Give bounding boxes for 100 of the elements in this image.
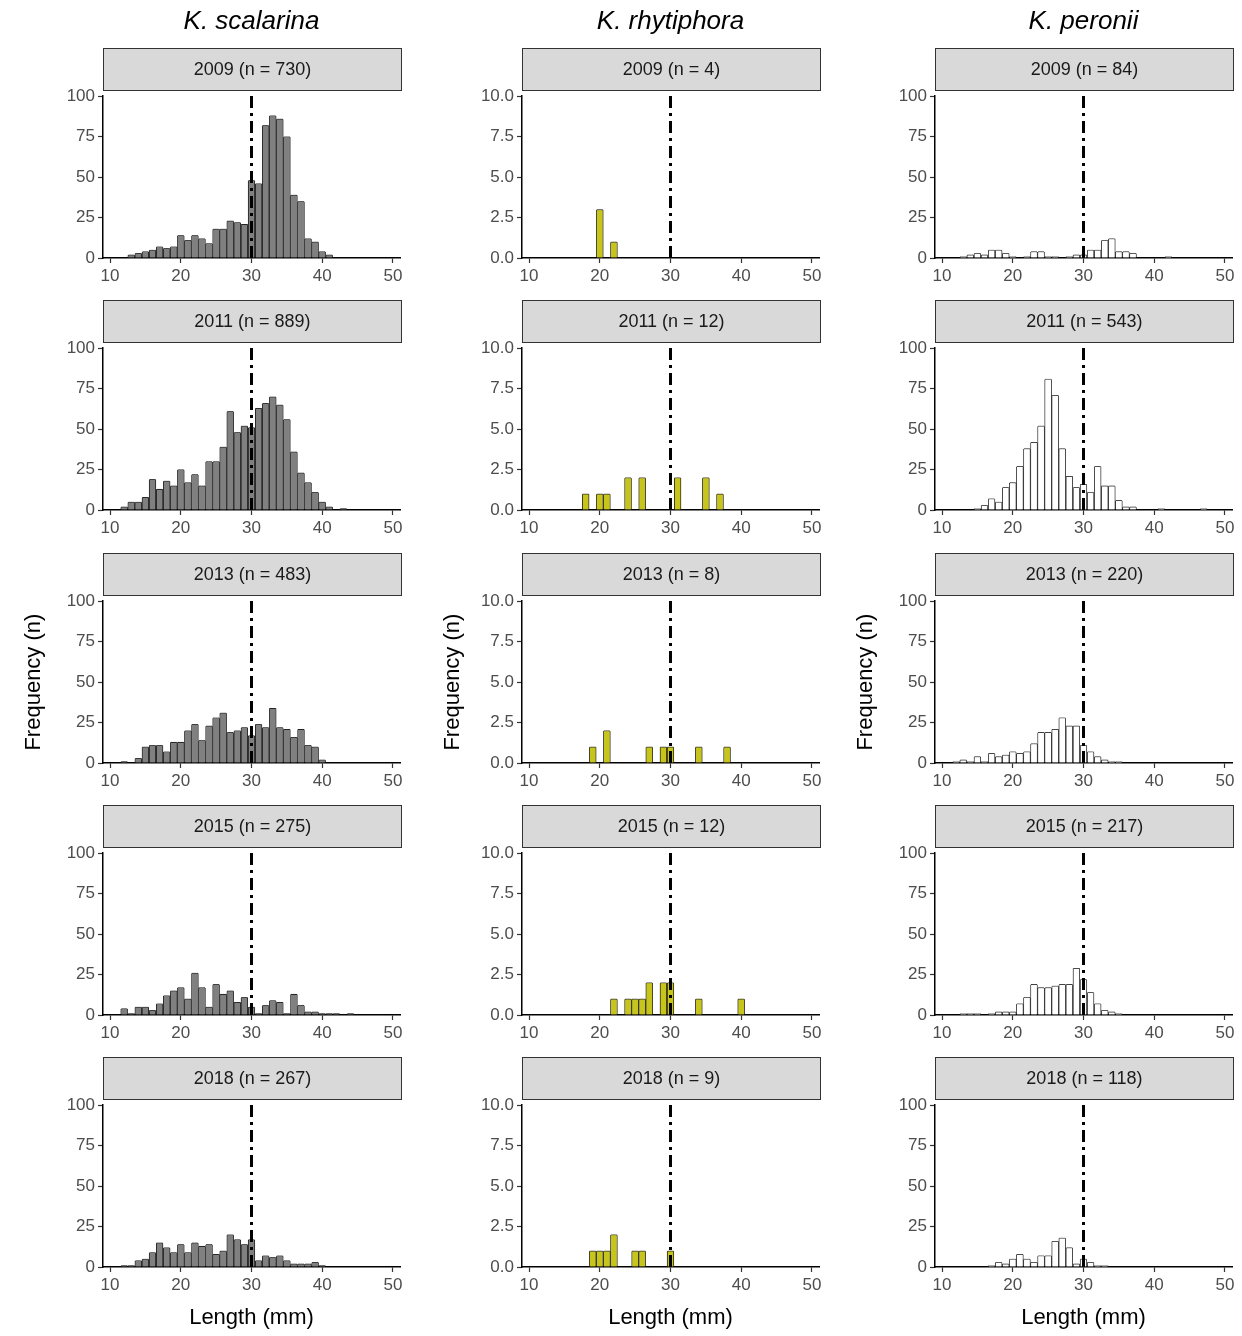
y-tick-label: 25	[76, 964, 95, 984]
chart-subtitle: 2018 (n = 267)	[103, 1057, 402, 1100]
x-tick-label: 40	[731, 1022, 751, 1042]
x-tick-label: 30	[1074, 1022, 1093, 1042]
x-tick-label: 50	[383, 265, 403, 285]
y-tick-label: 0.0	[490, 752, 514, 772]
chart-subtitle: 2018 (n = 9)	[522, 1057, 821, 1100]
x-tick-label: 50	[1215, 265, 1235, 285]
chart-subtitle: 2015 (n = 217)	[935, 805, 1234, 848]
y-axis-title: Frequency (n)	[20, 613, 46, 751]
y-tick-label: 25	[76, 1216, 95, 1236]
x-tick-label: 20	[1003, 770, 1023, 790]
x-tick-label: 10	[100, 517, 120, 537]
x-tick-label: 30	[661, 265, 680, 285]
x-tick-label: 50	[1215, 517, 1235, 537]
y-tick-label: 5.0	[490, 1175, 514, 1195]
x-tick-label: 20	[590, 770, 610, 790]
chart-subtitle: 2013 (n = 8)	[522, 553, 821, 596]
y-tick-label: 75	[76, 883, 95, 903]
x-tick-label: 10	[100, 1274, 120, 1294]
y-tick-label: 100	[66, 85, 95, 105]
chart-subtitle: 2011 (n = 543)	[935, 300, 1234, 343]
x-tick-label: 20	[590, 517, 610, 537]
chart-subtitle: 2018 (n = 118)	[935, 1057, 1234, 1100]
x-tick-label: 20	[1003, 517, 1023, 537]
chart-subtitle: 2015 (n = 12)	[522, 805, 821, 848]
x-tick-label: 50	[1215, 1022, 1235, 1042]
y-tick-label: 5.0	[490, 166, 514, 186]
y-tick-label: 75	[908, 883, 927, 903]
y-tick-label: 5.0	[490, 923, 514, 943]
x-tick-label: 50	[1215, 770, 1235, 790]
chart-title: K. scalarina	[182, 4, 321, 37]
y-tick-label: 0	[85, 1256, 95, 1276]
y-tick-label: 7.5	[490, 631, 514, 651]
x-tick-label: 10	[519, 1274, 539, 1294]
x-tick-label: 10	[100, 1022, 120, 1042]
x-tick-label: 40	[312, 1274, 332, 1294]
y-tick-label: 10.0	[480, 590, 514, 610]
y-tick-label: 0	[85, 752, 95, 772]
x-tick-label: 40	[1144, 1274, 1164, 1294]
x-tick-label: 10	[519, 517, 539, 537]
x-tick-label: 20	[1003, 265, 1023, 285]
x-tick-label: 50	[383, 1274, 403, 1294]
y-tick-label: 2.5	[490, 712, 514, 732]
x-tick-label: 40	[731, 770, 751, 790]
x-tick-label: 30	[661, 517, 680, 537]
x-tick-label: 40	[312, 1022, 332, 1042]
x-tick-label: 50	[383, 517, 403, 537]
y-tick-label: 7.5	[490, 1135, 514, 1155]
x-tick-label: 50	[802, 517, 822, 537]
y-tick-label: 0	[917, 247, 927, 267]
x-tick-label: 50	[1215, 1274, 1235, 1294]
y-tick-label: 0.0	[490, 1256, 514, 1276]
x-tick-label: 50	[383, 770, 403, 790]
y-tick-label: 50	[908, 923, 927, 943]
y-tick-label: 2.5	[490, 1216, 514, 1236]
y-tick-label: 0	[917, 1004, 927, 1024]
x-tick-label: 10	[932, 770, 952, 790]
x-tick-label: 10	[100, 770, 120, 790]
y-tick-label: 7.5	[490, 126, 514, 146]
chart-subtitle: 2011 (n = 889)	[103, 300, 402, 343]
y-axis-title: Frequency (n)	[439, 613, 465, 751]
y-tick-label: 10.0	[480, 842, 514, 862]
y-tick-label: 2.5	[490, 964, 514, 984]
y-tick-label: 2.5	[490, 459, 514, 479]
x-tick-label: 30	[242, 265, 261, 285]
x-tick-label: 10	[932, 517, 952, 537]
y-tick-label: 75	[908, 631, 927, 651]
y-tick-label: 100	[898, 590, 927, 610]
chart-title: K. rhytiphora	[595, 4, 746, 37]
y-tick-label: 75	[908, 1135, 927, 1155]
x-tick-label: 40	[312, 265, 332, 285]
y-tick-label: 25	[908, 207, 927, 227]
y-tick-label: 100	[66, 590, 95, 610]
x-axis-title: Length (mm)	[189, 1303, 314, 1329]
y-tick-label: 10.0	[480, 337, 514, 357]
y-tick-label: 25	[76, 207, 95, 227]
y-tick-label: 0	[85, 247, 95, 267]
x-tick-label: 20	[590, 265, 610, 285]
x-tick-label: 10	[100, 265, 120, 285]
y-tick-label: 50	[908, 418, 927, 438]
y-tick-label: 100	[898, 1094, 927, 1114]
x-tick-label: 40	[312, 517, 332, 537]
x-tick-label: 40	[731, 1274, 751, 1294]
x-tick-label: 30	[1074, 517, 1093, 537]
x-tick-label: 20	[1003, 1022, 1023, 1042]
y-tick-label: 2.5	[490, 207, 514, 227]
y-axis-title: Frequency (n)	[852, 613, 878, 751]
x-tick-label: 20	[171, 517, 191, 537]
x-tick-label: 20	[171, 770, 191, 790]
y-tick-label: 100	[66, 842, 95, 862]
x-tick-label: 30	[242, 1274, 261, 1294]
x-tick-label: 50	[802, 1022, 822, 1042]
y-tick-label: 25	[908, 1216, 927, 1236]
y-tick-label: 75	[76, 126, 95, 146]
chart-title: K. peronii	[1027, 4, 1140, 37]
y-tick-label: 75	[76, 378, 95, 398]
chart-subtitle: 2009 (n = 4)	[522, 48, 821, 91]
chart-subtitle: 2009 (n = 730)	[103, 48, 402, 91]
y-tick-label: 75	[76, 1135, 95, 1155]
